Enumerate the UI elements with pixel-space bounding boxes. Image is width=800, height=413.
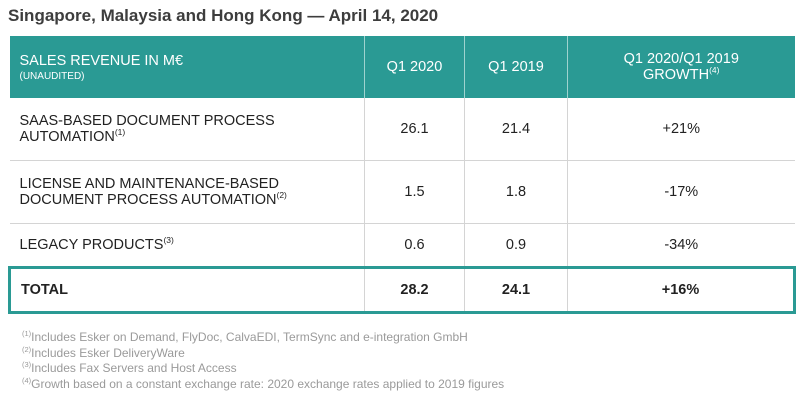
footnote-item: (3)Includes Fax Servers and Host Access (22, 361, 504, 377)
row-q1-2020: 26.1 (364, 98, 465, 161)
total-row: TOTAL 28.2 24.1 +16% (8, 266, 796, 314)
header-q1-2019: Q1 2019 (464, 36, 568, 98)
row-label: SAAS-BASED DOCUMENT PROCESS AUTOMATION(1… (9, 98, 365, 161)
row-q1-2019: 21.4 (464, 98, 568, 161)
row-label-line1: SAAS-BASED DOCUMENT PROCESS (19, 113, 275, 129)
footnote-item: (4)Growth based on a constant exchange r… (22, 375, 505, 393)
sales-revenue-table: SALES REVENUE IN M€ (UNAUDITED) Q1 2020 … (8, 36, 796, 314)
footnote-mark: (1) (22, 329, 32, 338)
total-growth: +16% (567, 266, 796, 314)
footnote-text: Growth based on a constant exchange rate… (31, 376, 505, 391)
row-label-line2: DOCUMENT PROCESS AUTOMATION (19, 192, 277, 208)
table-row: LICENSE AND MAINTENANCE-BASED DOCUMENT P… (9, 160, 795, 224)
footnote-mark: (2) (22, 344, 32, 354)
table-row: SAAS-BASED DOCUMENT PROCESS AUTOMATION(1… (9, 98, 795, 161)
row-label-line2: AUTOMATION (19, 129, 115, 145)
footnote-mark: (3) (22, 360, 32, 369)
header-growth-line2: GROWTH (643, 67, 710, 83)
row-growth: -17% (567, 160, 795, 224)
total-label: TOTAL (8, 266, 365, 314)
row-note: (3) (163, 235, 174, 246)
row-label: LEGACY PRODUCTS(3) (10, 224, 365, 268)
row-q1-2020: 0.6 (364, 223, 465, 268)
row-label-line1: LICENSE AND MAINTENANCE-BASED (19, 176, 279, 192)
footnote-text: Includes Fax Servers and Host Access (31, 361, 237, 375)
row-note: (2) (276, 190, 287, 201)
header-growth-line1: Q1 2020/Q1 2019 (623, 51, 739, 67)
row-growth: -34% (567, 223, 795, 268)
row-note: (1) (114, 127, 126, 138)
total-q1-2020: 28.2 (364, 266, 465, 314)
footnote-item: (1)Includes Esker on Demand, FlyDoc, Cal… (22, 330, 504, 346)
header-label-cell: SALES REVENUE IN M€ (UNAUDITED) (9, 36, 365, 98)
header-q1-2020: Q1 2020 (364, 36, 465, 98)
row-q1-2019: 0.9 (464, 223, 568, 268)
page-title: Singapore, Malaysia and Hong Kong — Apri… (8, 6, 439, 25)
total-q1-2019: 24.1 (464, 266, 568, 314)
header-growth-cell: Q1 2020/Q1 2019 GROWTH(4) (567, 36, 795, 98)
row-growth: +21% (567, 98, 795, 161)
header-sublabel: (UNAUDITED) (19, 70, 85, 82)
table-row: LEGACY PRODUCTS(3) 0.6 0.9 -34% (10, 223, 795, 268)
row-label-text: LEGACY PRODUCTS (19, 237, 164, 253)
table-header-row: SALES REVENUE IN M€ (UNAUDITED) Q1 2020 … (9, 36, 795, 98)
row-q1-2020: 1.5 (364, 160, 465, 224)
footnote-mark: (4) (22, 375, 32, 385)
row-q1-2019: 1.8 (464, 160, 568, 224)
footnote-text: Includes Esker on Demand, FlyDoc, CalvaE… (31, 330, 468, 344)
header-growth-note: (4) (709, 65, 720, 76)
footnotes: (1)Includes Esker on Demand, FlyDoc, Cal… (22, 330, 504, 392)
footnote-item: (2)Includes Esker DeliveryWare (22, 344, 504, 362)
header-label: SALES REVENUE IN M€ (19, 52, 184, 69)
row-label: LICENSE AND MAINTENANCE-BASED DOCUMENT P… (9, 160, 365, 224)
footnote-text: Includes Esker DeliveryWare (31, 345, 185, 360)
